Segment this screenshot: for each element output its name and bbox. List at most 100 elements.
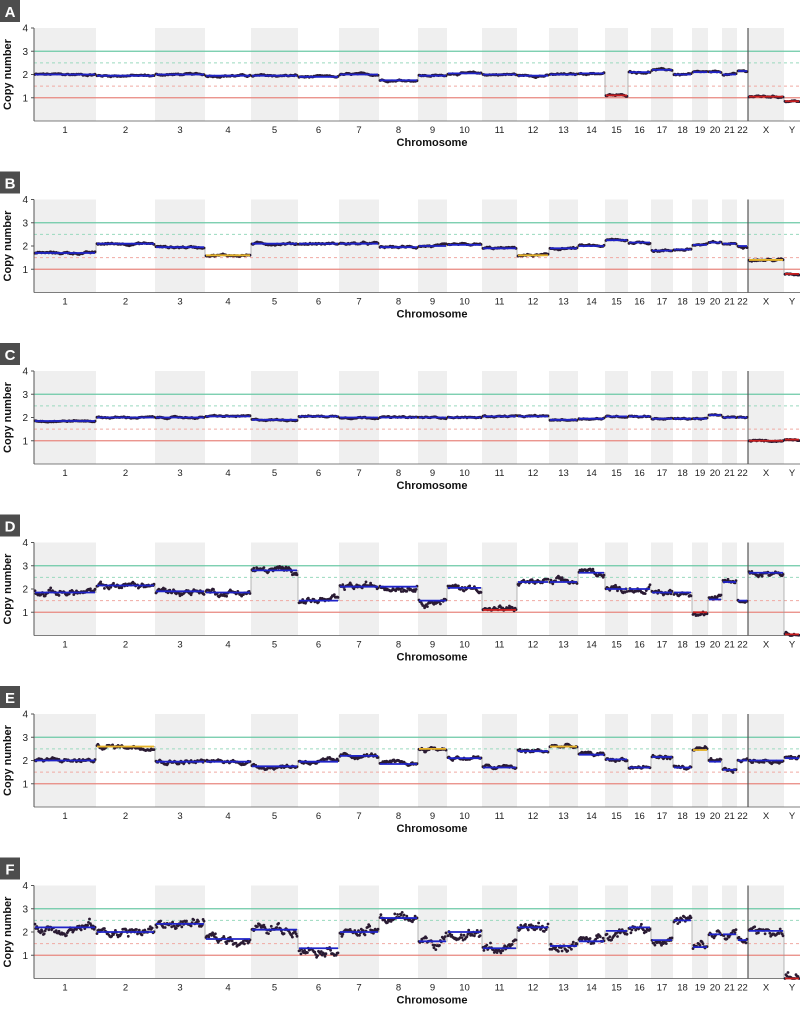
x-tick-label: 11 — [495, 468, 505, 479]
x-tick-label: 8 — [396, 640, 401, 651]
data-point — [333, 593, 336, 596]
data-point — [727, 578, 730, 581]
x-tick-label: 1 — [62, 811, 67, 822]
data-point — [337, 952, 340, 955]
x-tick-label: 3 — [177, 125, 182, 136]
x-tick-label: 10 — [459, 125, 470, 136]
data-point — [377, 928, 380, 931]
data-point — [445, 932, 448, 935]
x-tick-label: 2 — [123, 125, 128, 136]
x-tick-label: 22 — [737, 468, 748, 479]
x-tick-label: 10 — [459, 297, 470, 308]
x-tick-label: 3 — [177, 468, 182, 479]
data-point — [515, 939, 518, 942]
x-tick-label: 12 — [528, 297, 539, 308]
data-point — [368, 925, 371, 928]
x-tick-label: 21 — [724, 468, 735, 479]
x-tick-label: 3 — [177, 297, 182, 308]
data-point — [203, 920, 206, 923]
x-tick-label: 21 — [724, 125, 735, 136]
data-point — [341, 933, 344, 936]
x-tick-label: 15 — [611, 297, 622, 308]
y-axis-title: Copy number — [2, 38, 14, 110]
y-tick-label: 2 — [22, 413, 28, 424]
x-tick-label: 20 — [710, 468, 721, 479]
data-point — [231, 940, 234, 943]
x-axis-title: Chromosome — [397, 309, 468, 321]
y-tick-label: 2 — [22, 585, 28, 596]
y-tick-label: 4 — [22, 710, 28, 721]
y-tick-label: 2 — [22, 756, 28, 767]
x-tick-label: 9 — [430, 297, 435, 308]
x-tick-label: 5 — [272, 811, 277, 822]
x-tick-label: 11 — [495, 297, 505, 308]
x-tick-label: 17 — [657, 468, 668, 479]
x-tick-label: 15 — [611, 125, 622, 136]
x-tick-label: 10 — [459, 983, 470, 994]
chromosome-band-11 — [482, 886, 517, 979]
data-point — [325, 952, 328, 955]
x-axis-title: Chromosome — [397, 137, 468, 149]
data-point — [425, 937, 428, 940]
x-tick-label: 13 — [558, 983, 569, 994]
data-point — [566, 949, 569, 952]
x-tick-label: 8 — [396, 983, 401, 994]
x-tick-label: 10 — [459, 811, 470, 822]
data-point — [156, 926, 159, 929]
x-tick-label: 5 — [272, 983, 277, 994]
x-tick-label: 8 — [396, 811, 401, 822]
chromosome-band-19 — [692, 543, 708, 636]
data-point — [461, 936, 464, 939]
panel-badge-letter: D — [5, 519, 16, 536]
data-point — [58, 594, 61, 597]
data-point — [164, 926, 167, 929]
chromosome-band-13 — [549, 371, 578, 464]
data-point — [473, 934, 476, 937]
x-tick-label: 19 — [695, 983, 706, 994]
data-point — [153, 748, 156, 751]
x-tick-label: 12 — [528, 983, 539, 994]
data-point — [41, 930, 44, 933]
data-point — [43, 932, 46, 935]
y-tick-label: 1 — [22, 93, 28, 104]
x-tick-label: 17 — [657, 297, 668, 308]
data-point — [283, 932, 286, 935]
x-tick-label: 21 — [724, 811, 735, 822]
y-tick-label: 2 — [22, 70, 28, 81]
data-point — [180, 926, 183, 929]
x-tick-label: X — [763, 468, 770, 479]
data-point — [364, 934, 367, 937]
data-point — [403, 914, 406, 917]
y-tick-label: 2 — [22, 928, 28, 939]
x-tick-label: 9 — [430, 640, 435, 651]
data-point — [489, 942, 492, 945]
data-point — [277, 922, 280, 925]
data-point — [185, 920, 188, 923]
data-point — [267, 932, 270, 935]
data-point — [192, 919, 195, 922]
x-tick-label: 16 — [634, 811, 645, 822]
y-tick-label: 3 — [22, 733, 28, 744]
chromosome-band-17 — [651, 714, 673, 807]
x-tick-label: 21 — [724, 297, 735, 308]
x-tick-label: 20 — [710, 640, 721, 651]
data-point — [720, 594, 723, 597]
data-point — [120, 586, 123, 589]
x-tick-label: Y — [789, 811, 796, 822]
x-tick-label: 12 — [528, 640, 539, 651]
x-tick-label: 15 — [611, 811, 622, 822]
x-tick-label: 2 — [123, 468, 128, 479]
x-tick-label: 14 — [586, 811, 597, 822]
x-tick-label: 7 — [356, 297, 361, 308]
data-point — [80, 929, 83, 932]
x-tick-label: 18 — [677, 468, 688, 479]
data-point — [256, 925, 259, 928]
x-tick-label: 3 — [177, 811, 182, 822]
data-point — [483, 949, 486, 952]
data-point — [438, 944, 441, 947]
y-tick-label: 3 — [22, 561, 28, 572]
data-point — [405, 590, 408, 593]
